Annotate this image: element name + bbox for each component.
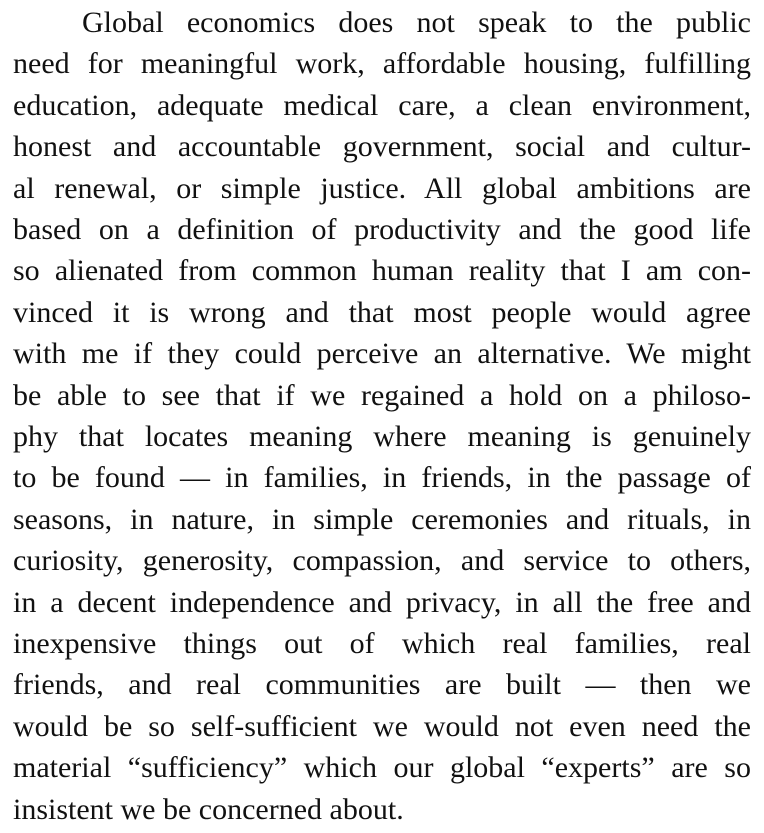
text-line: honest and accountable government, socia… xyxy=(13,130,751,163)
text-line: in a decent independence and privacy, in… xyxy=(13,586,751,619)
text-line: would be so self-sufficient we would not… xyxy=(13,710,751,743)
text-line: Global economics does not speak to the p… xyxy=(82,6,751,39)
text-line: education, adequate medical care, a clea… xyxy=(13,89,751,122)
text-line-last: insistent we be concerned about. xyxy=(13,793,404,826)
text-line: with me if they could perceive an altern… xyxy=(13,337,751,370)
text-line: so alienated from common human reality t… xyxy=(13,254,751,287)
text-line: based on a definition of productivity an… xyxy=(13,213,751,246)
text-line: vinced it is wrong and that most people … xyxy=(13,296,751,329)
text-line: to be found — in families, in friends, i… xyxy=(13,461,751,494)
text-line: curiosity, generosity, compassion, and s… xyxy=(13,544,751,577)
text-line: be able to see that if we regained a hol… xyxy=(13,379,751,412)
text-line: seasons, in nature, in simple ceremonies… xyxy=(13,503,751,536)
text-line: friends, and real communities are built … xyxy=(13,668,751,701)
text-line: phy that locates meaning where meaning i… xyxy=(13,420,751,453)
text-line: al renewal, or simple justice. All globa… xyxy=(13,172,751,205)
text-line: material “sufficiency” which our global … xyxy=(13,751,751,784)
text-line: inexpensive things out of which real fam… xyxy=(13,627,751,660)
text-line: need for meaningful work, affordable hou… xyxy=(13,47,751,80)
